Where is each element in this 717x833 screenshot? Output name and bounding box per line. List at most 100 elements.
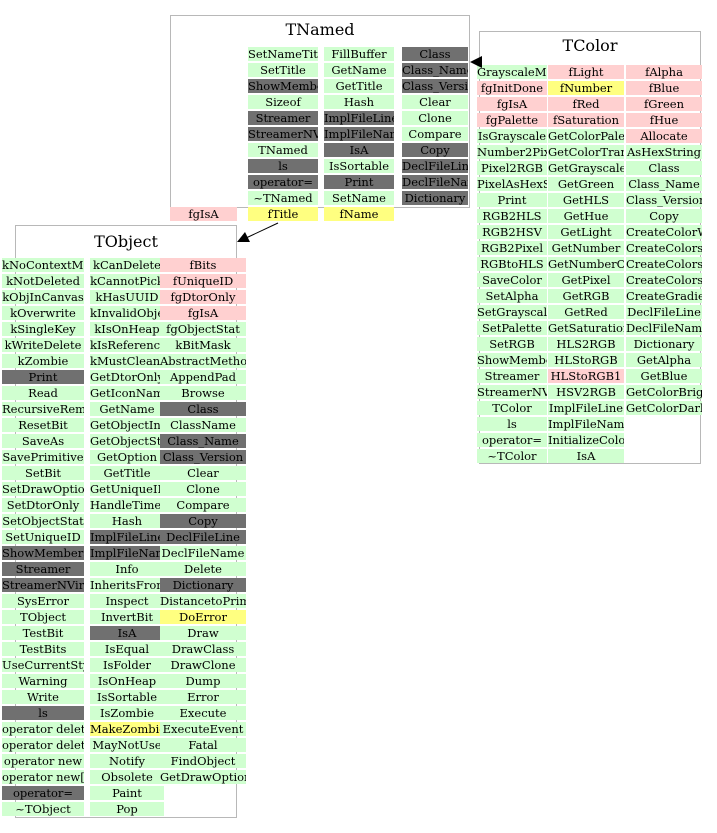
class-member-entry: GetRed: [548, 305, 624, 319]
arrowhead-tobject: [237, 232, 250, 242]
class-member-entry: operator=: [248, 175, 318, 189]
class-member-entry: Write: [2, 690, 84, 704]
class-member-entry: fBlue: [626, 81, 702, 95]
class-member-entry: SetObjectStat: [2, 514, 84, 528]
class-member-entry: ~TColor: [477, 449, 547, 463]
class-member-entry: GetHue: [548, 209, 624, 223]
class-member-entry: Dictionary: [626, 337, 702, 351]
class-member-entry: kCannotPick: [90, 274, 164, 288]
class-member-entry: GrayscaleMode: [477, 65, 547, 79]
class-member-entry: Class_Name: [160, 434, 246, 448]
class-member-entry: ls: [248, 159, 318, 173]
class-member-entry: RGB2Pixel: [477, 241, 547, 255]
class-member-entry: fAlpha: [626, 65, 702, 79]
class-member-entry: TColor: [477, 401, 547, 415]
tcolor-class-title: TColor: [562, 36, 618, 55]
class-member-entry: HSV2RGB: [548, 385, 624, 399]
class-member-entry: kZombie: [2, 354, 84, 368]
class-member-entry: Class_Name: [402, 63, 468, 77]
tnamed-member-ftitle: fTitle: [248, 207, 318, 221]
class-member-entry: SetRGB: [477, 337, 547, 351]
class-member-entry: HLS2RGB: [548, 337, 624, 351]
class-member-entry: Class_Version: [626, 193, 702, 207]
class-member-entry: Sizeof: [248, 95, 318, 109]
class-member-entry: Browse: [160, 386, 246, 400]
class-member-entry: operator delete: [2, 722, 84, 736]
class-member-entry: Class_Name: [626, 177, 702, 191]
class-member-entry: operator delete[]: [2, 738, 84, 752]
arrow-tcolor-to-tnamed: [470, 56, 482, 68]
class-member-entry: GetHLS: [548, 193, 624, 207]
class-member-entry: Dictionary: [160, 578, 246, 592]
class-member-entry: fUniqueID: [160, 274, 246, 288]
class-member-entry: ImplFileName: [90, 546, 164, 560]
class-member-entry: kMustCleanup: [90, 354, 164, 368]
class-member-entry: IsEqual: [90, 642, 164, 656]
class-member-entry: kObjInCanvas: [2, 290, 84, 304]
class-member-entry: fgIsA: [160, 306, 246, 320]
class-member-entry: TObject: [2, 610, 84, 624]
class-member-entry: kSingleKey: [2, 322, 84, 336]
tcolor-methods-col2: fLight fNumber fRed fSaturation GetColorPale…: [548, 65, 624, 465]
class-member-entry: Clone: [160, 482, 246, 496]
class-member-entry: GetTitle: [90, 466, 164, 480]
class-member-entry: StreamerNVirtual: [477, 385, 547, 399]
tobject-methods-col2: kCanDelete kCannotPick kHasUUID kInvalidObj…: [90, 258, 164, 818]
class-member-entry: Pixel2RGB: [477, 161, 547, 175]
class-member-entry: fBits: [160, 258, 246, 272]
class-member-entry: Class_Version: [160, 450, 246, 464]
class-member-entry: GetGrayscale: [548, 161, 624, 175]
class-member-entry: DrawClone: [160, 658, 246, 672]
class-member-entry: GetDtorOnly: [90, 370, 164, 384]
class-member-entry: SaveAs: [2, 434, 84, 448]
class-member-entry: Streamer: [248, 111, 318, 125]
tcolor-methods-col3: fAlpha fBlue fGreen fHue Allocate AsHexString…: [626, 65, 702, 417]
class-member-entry: ResetBit: [2, 418, 84, 432]
class-member-entry: ls: [2, 706, 84, 720]
class-member-entry: AsHexString: [626, 145, 702, 159]
class-member-entry: kBitMask: [160, 338, 246, 352]
class-member-entry: Copy: [160, 514, 246, 528]
class-member-entry: fgInitDone: [477, 81, 547, 95]
class-member-entry: SetUniqueID: [2, 530, 84, 544]
class-member-entry: DeclFileLine: [160, 530, 246, 544]
class-member-entry: CreateColorsCircle: [626, 241, 702, 255]
class-member-entry: GetObjectInfo: [90, 418, 164, 432]
tnamed-outside-member: fgIsA: [170, 207, 237, 223]
class-member-entry: GetUniqueID: [90, 482, 164, 496]
class-member-entry: Warning: [2, 674, 84, 688]
class-member-entry: fLight: [548, 65, 624, 79]
class-member-entry: ~TObject: [2, 802, 84, 816]
class-member-entry: IsA: [90, 626, 164, 640]
tnamed-methods-col1: SetNameTitle SetTitle ShowMembers Sizeof Str…: [248, 47, 318, 207]
class-member-entry: Print: [477, 193, 547, 207]
class-member-entry: Streamer: [2, 562, 84, 576]
class-member-entry: Hash: [324, 95, 394, 109]
class-member-entry: ls: [477, 417, 547, 431]
class-member-entry: Notify: [90, 754, 164, 768]
class-member-entry: TestBits: [2, 642, 84, 656]
class-member-entry: IsOnHeap: [90, 674, 164, 688]
class-member-entry: SetNameTitle: [248, 47, 318, 61]
class-member-entry: fgDtorOnly: [160, 290, 246, 304]
class-member-entry: MakeZombie: [90, 722, 164, 736]
class-member-entry: kIsReferenced: [90, 338, 164, 352]
class-member-entry: MayNotUse: [90, 738, 164, 752]
class-member-entry: Copy: [626, 209, 702, 223]
class-member-entry: kHasUUID: [90, 290, 164, 304]
class-member-entry: fGreen: [626, 97, 702, 111]
class-member-entry: SetPalette: [477, 321, 547, 335]
tnamed-member-col1: fTitle: [248, 207, 318, 223]
class-member-entry: IsSortable: [90, 690, 164, 704]
class-member-entry: RecursiveRemove: [2, 402, 84, 416]
class-member-entry: Inspect: [90, 594, 164, 608]
class-member-entry: Clone: [402, 111, 468, 125]
class-member-entry: DrawClass: [160, 642, 246, 656]
class-member-entry: StreamerNVirtual: [248, 127, 318, 141]
class-member-entry: ShowMembers: [248, 79, 318, 93]
class-member-entry: ClassName: [160, 418, 246, 432]
class-member-entry: Info: [90, 562, 164, 576]
class-member-entry: GetBlue: [626, 369, 702, 383]
class-member-entry: SetName: [324, 191, 394, 205]
class-member-entry: Class: [626, 161, 702, 175]
